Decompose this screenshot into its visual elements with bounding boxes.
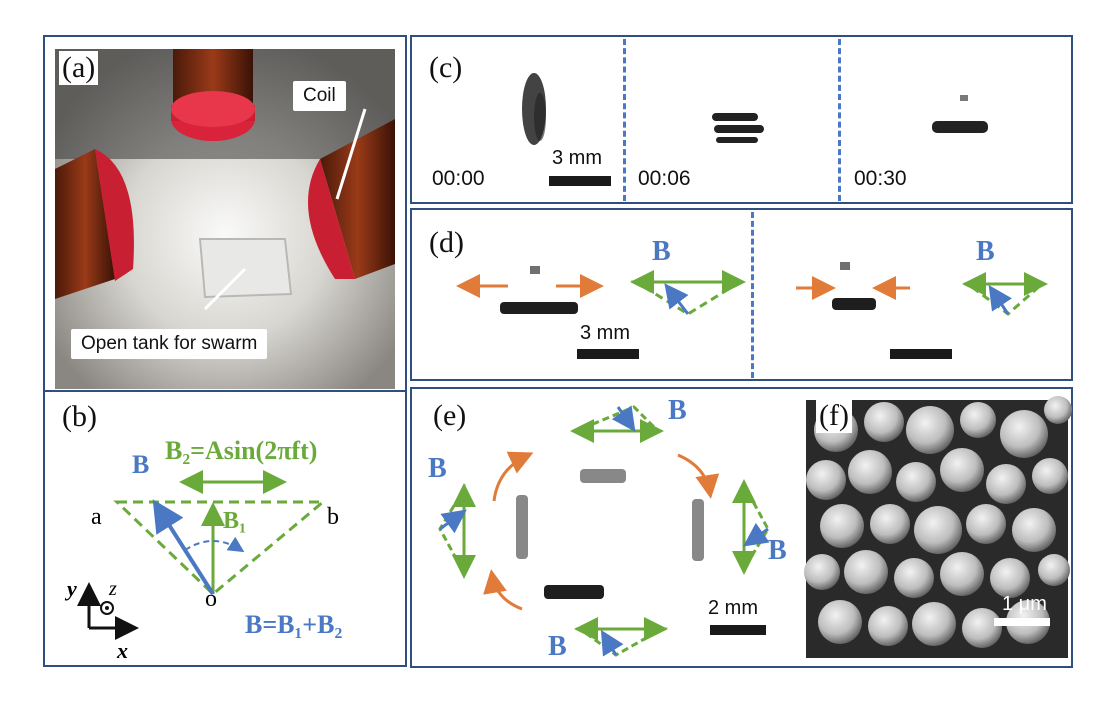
point-b-label: b xyxy=(327,504,339,530)
swarm-images-d xyxy=(456,262,1048,316)
time-stamp-2: 00:06 xyxy=(638,167,691,190)
panel-a-label: (a) xyxy=(59,51,99,85)
point-a-label: a xyxy=(91,504,102,530)
b-label-e-top: B xyxy=(668,395,687,426)
panel-f-label: (f) xyxy=(816,399,852,433)
scale-bar-c xyxy=(549,176,611,186)
panel-b: (b) B₂=Asin(2πft) B B₁ a b o B=B₁+B₂ y z… xyxy=(43,390,407,667)
b-label-d1: B xyxy=(652,236,671,267)
scale-bar-d1 xyxy=(577,349,639,359)
axis-y-label: y xyxy=(67,576,77,601)
axis-x-label: x xyxy=(117,638,128,663)
panel-c-label: (c) xyxy=(426,51,466,85)
swarm-rotation-diagram xyxy=(438,405,770,657)
coil-callout: Coil xyxy=(293,81,346,111)
scale-label-c: 3 mm xyxy=(552,147,602,169)
b-label-d2: B xyxy=(976,236,995,267)
tank-pointer xyxy=(203,267,247,311)
swarm-images-c xyxy=(522,73,988,145)
b-label-e-bottom: B xyxy=(548,631,567,662)
divider-c2 xyxy=(838,39,841,201)
divider-c1 xyxy=(623,39,626,201)
b2-equation: B₂=Asin(2πft) xyxy=(165,436,318,465)
sum-equation: B=B₁+B₂ xyxy=(245,610,343,639)
panel-ef: (e) B B B B 2 mm (f) 1 μm xyxy=(410,387,1073,668)
scale-bar-e xyxy=(710,625,766,635)
coil-pointer xyxy=(335,108,367,200)
b-label-e-right: B xyxy=(768,535,787,566)
sem-image xyxy=(804,396,1072,658)
scale-label-d: 3 mm xyxy=(580,322,630,344)
panel-d: (d) B B 3 mm xyxy=(410,208,1073,381)
time-stamp-1: 00:00 xyxy=(432,167,485,190)
b-vector-label: B xyxy=(132,450,150,479)
scale-label-f: 1 μm xyxy=(1002,593,1047,615)
axis-z-label: z xyxy=(109,578,117,600)
time-stamp-3: 00:30 xyxy=(854,167,907,190)
b-label-e-left: B xyxy=(428,453,447,484)
field-diagram xyxy=(77,470,328,640)
panel-a: (a) Coil Open tank for swarm xyxy=(43,35,407,392)
panel-d-label: (d) xyxy=(426,226,467,260)
scale-bar-d2 xyxy=(890,349,952,359)
panel-e-label: (e) xyxy=(430,399,470,433)
divider-d xyxy=(751,212,754,378)
tank-callout: Open tank for swarm xyxy=(71,329,268,359)
panel-c: (c) 00:00 00:06 00:30 3 mm xyxy=(410,35,1073,204)
scale-label-e: 2 mm xyxy=(708,597,758,619)
b1-label: B₁ xyxy=(223,508,247,534)
panel-b-label: (b) xyxy=(59,400,100,434)
